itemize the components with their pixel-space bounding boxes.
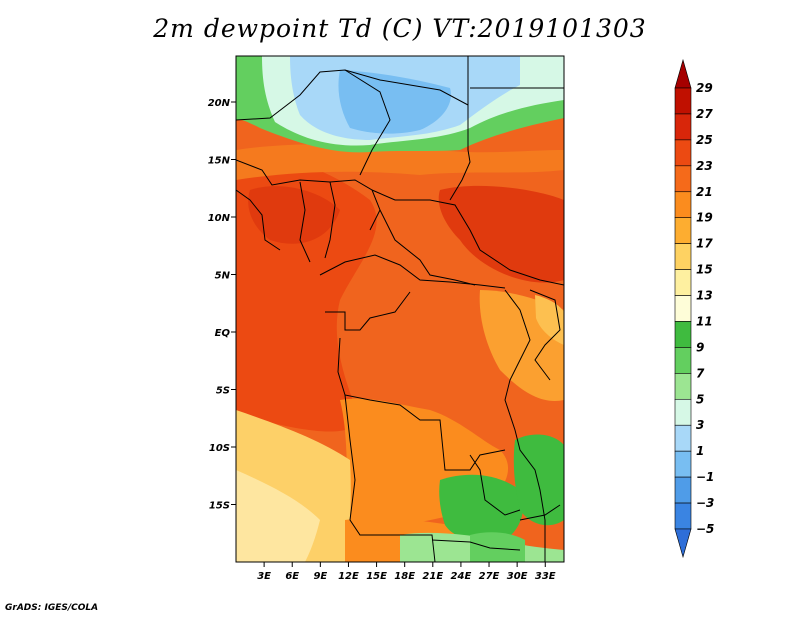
colorbar-label: 29 (696, 81, 713, 95)
colorbar-swatch (674, 502, 692, 530)
map-title: 2m dewpoint Td (C) VT:2019101303 (153, 14, 647, 43)
country-border (379, 209, 476, 286)
country-border (469, 454, 521, 516)
lon-tick-label: 27E (479, 571, 500, 582)
lon-tick-label: 30E (507, 571, 528, 582)
country-border (529, 289, 561, 381)
lon-tick-label: 33E (535, 571, 556, 582)
country-border (344, 394, 436, 562)
colorbar-swatch (674, 295, 692, 322)
colorbar-swatch (674, 243, 692, 270)
country-border (449, 105, 471, 201)
latitude-axis: 20N 15N 10N 5N EQ 5S 10S 15S (208, 98, 236, 512)
country-border (431, 539, 521, 551)
colorbar-swatch (674, 347, 692, 374)
colorbar-swatch (674, 139, 692, 167)
colorbar-swatch (674, 424, 692, 452)
lat-tick-label: 10N (208, 213, 231, 224)
plot-frame (235, 55, 565, 563)
colorbar-label: 25 (696, 133, 713, 147)
field-warm-patch (248, 186, 340, 244)
field-warm-patch (438, 185, 564, 283)
colorbar-label: 27 (696, 107, 713, 121)
field-sahara-deep (338, 70, 451, 134)
lat-tick-label: 5N (215, 271, 231, 282)
country-border (504, 289, 546, 562)
longitude-axis: 3E 6E 9E 12E 15E 18E 21E 24E 27E 30E 33E (257, 562, 556, 582)
lat-tick-label: EQ (215, 328, 231, 339)
colorbar-swatch (674, 476, 692, 504)
colorbar-swatch (674, 217, 692, 244)
field-southwest-light (236, 470, 320, 562)
colorbar-swatch (674, 113, 692, 141)
colorbar-swatch (674, 165, 692, 193)
colorbar-label: 5 (696, 392, 704, 406)
lon-tick-label: 24E (451, 571, 472, 582)
colorbar-swatch (674, 373, 692, 400)
field-green-south (513, 434, 564, 526)
colorbar-label: 17 (696, 237, 713, 251)
country-border (371, 189, 564, 286)
colorbar-label: 13 (696, 289, 713, 303)
colorbar-swatch (674, 528, 692, 559)
lon-tick-label: 9E (313, 571, 327, 582)
lat-tick-label: 15S (209, 501, 230, 512)
colorbar-swatch (674, 87, 692, 115)
colorbar-label: 21 (696, 185, 713, 199)
lat-tick-label: 10S (209, 443, 230, 454)
lon-tick-label: 18E (394, 571, 415, 582)
colorbar-label: 1 (696, 444, 704, 458)
country-border (344, 69, 391, 176)
country-border (325, 291, 411, 331)
colorbar-swatch (674, 321, 692, 348)
colorbar-swatch (674, 398, 692, 426)
country-border (319, 254, 506, 289)
colorbar-label: 3 (696, 418, 704, 432)
colorbar-swatch (674, 191, 692, 219)
colorbar-swatch (674, 269, 692, 296)
country-border (337, 337, 506, 471)
colorbar-label: 15 (696, 263, 713, 277)
lon-tick-label: 21E (422, 571, 443, 582)
colorbar-swatch (674, 58, 692, 89)
lat-tick-label: 15N (208, 156, 231, 167)
colorbar-label: 7 (696, 366, 705, 380)
country-borders (236, 56, 564, 562)
lon-tick-label: 3E (257, 571, 271, 582)
country-border (324, 181, 336, 259)
field-sahel-orange (236, 144, 564, 180)
field-green-north (470, 532, 525, 562)
lon-tick-label: 6E (285, 571, 299, 582)
lon-tick-label: 15E (366, 571, 387, 582)
colorbar-swatch (674, 450, 692, 478)
dewpoint-field (236, 56, 564, 562)
country-border (236, 189, 281, 251)
grads-credit: GrADS: IGES/COLA (5, 603, 99, 613)
colorbar-label: −3 (696, 496, 714, 510)
country-border (519, 504, 561, 521)
lat-tick-label: 5S (216, 386, 230, 397)
colorbar-label: −5 (696, 522, 714, 536)
lon-tick-label: 12E (338, 571, 359, 582)
colorbar-label: 19 (696, 211, 713, 225)
colorbar-label: 9 (696, 340, 704, 354)
country-border (299, 181, 311, 263)
colorbar-label: −1 (696, 470, 714, 484)
colorbar-label: 11 (696, 314, 713, 328)
lat-tick-label: 20N (208, 98, 231, 109)
colorbar-label: 23 (696, 159, 713, 173)
colorbar: 29 27 25 23 21 19 17 15 13 11 9 7 5 3 1 −1 −3 −5 (674, 58, 714, 559)
field-green-south (439, 474, 524, 542)
